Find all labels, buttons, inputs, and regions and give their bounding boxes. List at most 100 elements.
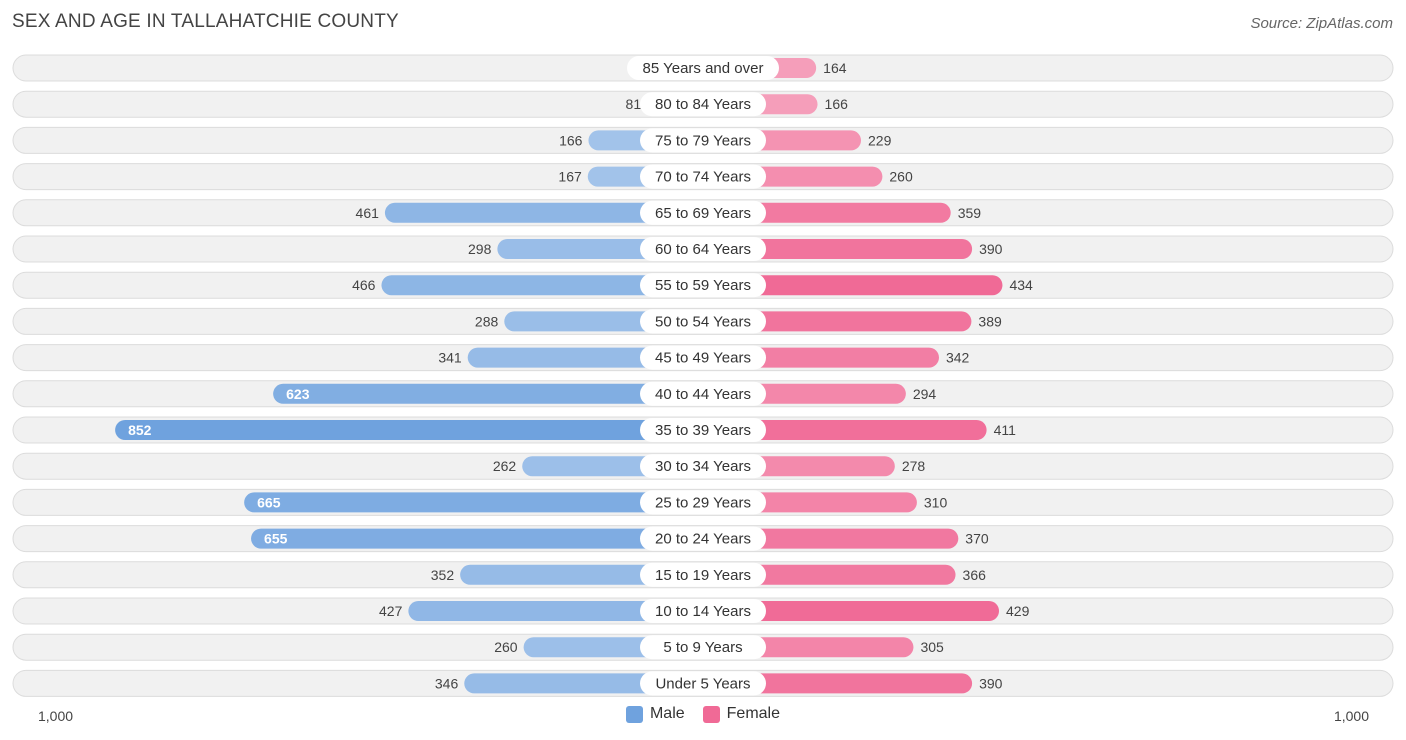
chart-row: 288 389 50 to 54 Years <box>12 307 1394 335</box>
male-value-label: 167 <box>558 169 582 185</box>
category-pill <box>640 454 766 479</box>
category-pill <box>640 273 766 298</box>
male-value-label: 346 <box>435 675 459 691</box>
chart-row: 298 390 60 to 64 Years <box>12 235 1394 263</box>
category-label: Under 5 Years <box>655 675 750 692</box>
male-bar <box>273 383 703 404</box>
female-value-label: 260 <box>889 169 913 185</box>
female-value-label: 366 <box>963 567 987 583</box>
female-value-label: 305 <box>920 639 944 655</box>
male-bar <box>408 601 703 621</box>
category-pill <box>640 562 766 587</box>
female-value-label: 359 <box>958 205 982 221</box>
chart-row: 167 260 70 to 74 Years <box>12 163 1394 191</box>
chart-row: 623 294 40 to 44 Years <box>12 380 1394 408</box>
category-label: 40 to 44 Years <box>655 386 751 403</box>
male-value-label: 623 <box>286 386 310 402</box>
male-value-label: 665 <box>257 494 281 510</box>
chart-title: SEX AND AGE IN TALLAHATCHIE COUNTY <box>12 11 399 32</box>
category-pill <box>640 526 766 551</box>
legend-item-female: Female <box>702 705 781 723</box>
category-label: 10 to 14 Years <box>655 603 751 620</box>
category-label: 60 to 64 Years <box>655 241 751 258</box>
category-pill <box>640 381 766 406</box>
category-label: 30 to 34 Years <box>655 458 751 475</box>
male-value-label: 81 <box>626 96 642 112</box>
chart-row: 655 370 20 to 24 Years <box>12 525 1394 553</box>
female-value-label: 310 <box>924 494 948 510</box>
category-label: 80 to 84 Years <box>655 96 751 113</box>
axis-left-label: 1,000 <box>38 708 73 724</box>
female-bar <box>703 275 1003 296</box>
female-value-label: 390 <box>979 675 1003 691</box>
male-value-label: 466 <box>352 277 376 293</box>
female-value-label: 294 <box>913 386 937 402</box>
chart-row: 427 429 10 to 14 Years <box>12 597 1394 625</box>
category-label: 15 to 19 Years <box>655 567 751 584</box>
legend-label-female: Female <box>726 705 781 722</box>
male-value-label: 655 <box>264 531 288 547</box>
female-value-label: 278 <box>902 458 926 474</box>
category-pill <box>640 128 766 153</box>
chart-row: 262 278 30 to 34 Years <box>12 452 1394 480</box>
male-bar <box>115 420 704 440</box>
female-bar <box>703 420 987 440</box>
category-pill <box>640 490 766 515</box>
chart-row: 2516485 Years and over <box>12 54 1394 82</box>
female-value-label: 390 <box>979 241 1003 257</box>
male-value-label: 341 <box>438 350 462 366</box>
category-pill <box>640 418 766 442</box>
female-value-label: 411 <box>994 422 1017 438</box>
chart-row: 260 305 5 to 9 Years <box>12 633 1394 661</box>
category-pill <box>640 92 766 117</box>
female-value-label: 434 <box>1009 277 1033 293</box>
category-label: 5 to 9 Years <box>663 639 742 656</box>
category-pill <box>640 345 766 370</box>
chart-row: 466 434 55 to 59 Years <box>12 271 1394 299</box>
female-value-label: 166 <box>825 96 849 112</box>
male-value-label: 260 <box>494 639 518 655</box>
legend-swatch-male <box>625 705 643 723</box>
legend-swatch-female <box>702 705 720 723</box>
category-label: 70 to 74 Years <box>655 169 751 186</box>
category-label: 45 to 49 Years <box>655 350 751 367</box>
chart-row: 352 366 15 to 19 Years <box>12 561 1394 589</box>
male-value-label: 352 <box>431 567 455 583</box>
legend-item-male: Male <box>625 705 685 723</box>
category-label: 35 to 39 Years <box>655 422 751 439</box>
category-pill <box>640 237 766 261</box>
chart-row: 665 310 25 to 29 Years <box>12 488 1394 516</box>
female-bar <box>703 673 973 694</box>
category-label: 85 Years and over <box>643 60 764 77</box>
female-value-label: 389 <box>978 313 1002 329</box>
legend-label-male: Male <box>649 705 685 722</box>
male-value-label: 852 <box>128 422 152 438</box>
female-bar <box>703 202 951 223</box>
category-pill <box>640 164 766 189</box>
category-pill <box>640 671 766 696</box>
category-pill <box>640 309 766 334</box>
female-bar <box>703 601 1000 621</box>
chart-row: 346 390 Under 5 Years <box>12 669 1394 697</box>
female-bar <box>703 528 959 549</box>
category-label: 25 to 29 Years <box>655 494 751 511</box>
male-bar <box>381 275 703 296</box>
male-value-label: 166 <box>559 132 583 148</box>
chart-row: 341 342 45 to 49 Years <box>12 344 1394 372</box>
male-value-label: 262 <box>493 458 517 474</box>
female-bar <box>703 311 972 332</box>
male-value-label: 461 <box>356 205 380 221</box>
female-value-label: 164 <box>823 60 847 76</box>
category-label: 55 to 59 Years <box>655 277 751 294</box>
chart-row: 81 166 80 to 84 Years <box>12 90 1394 118</box>
male-value-label: 298 <box>468 241 492 257</box>
category-pill <box>640 635 766 660</box>
male-bar <box>251 528 704 549</box>
male-value-label: 288 <box>475 313 499 329</box>
category-pill <box>640 599 766 623</box>
male-value-label: 427 <box>379 603 403 619</box>
female-bar <box>703 564 956 585</box>
category-pill <box>640 200 766 225</box>
category-label: 20 to 24 Years <box>655 531 751 548</box>
